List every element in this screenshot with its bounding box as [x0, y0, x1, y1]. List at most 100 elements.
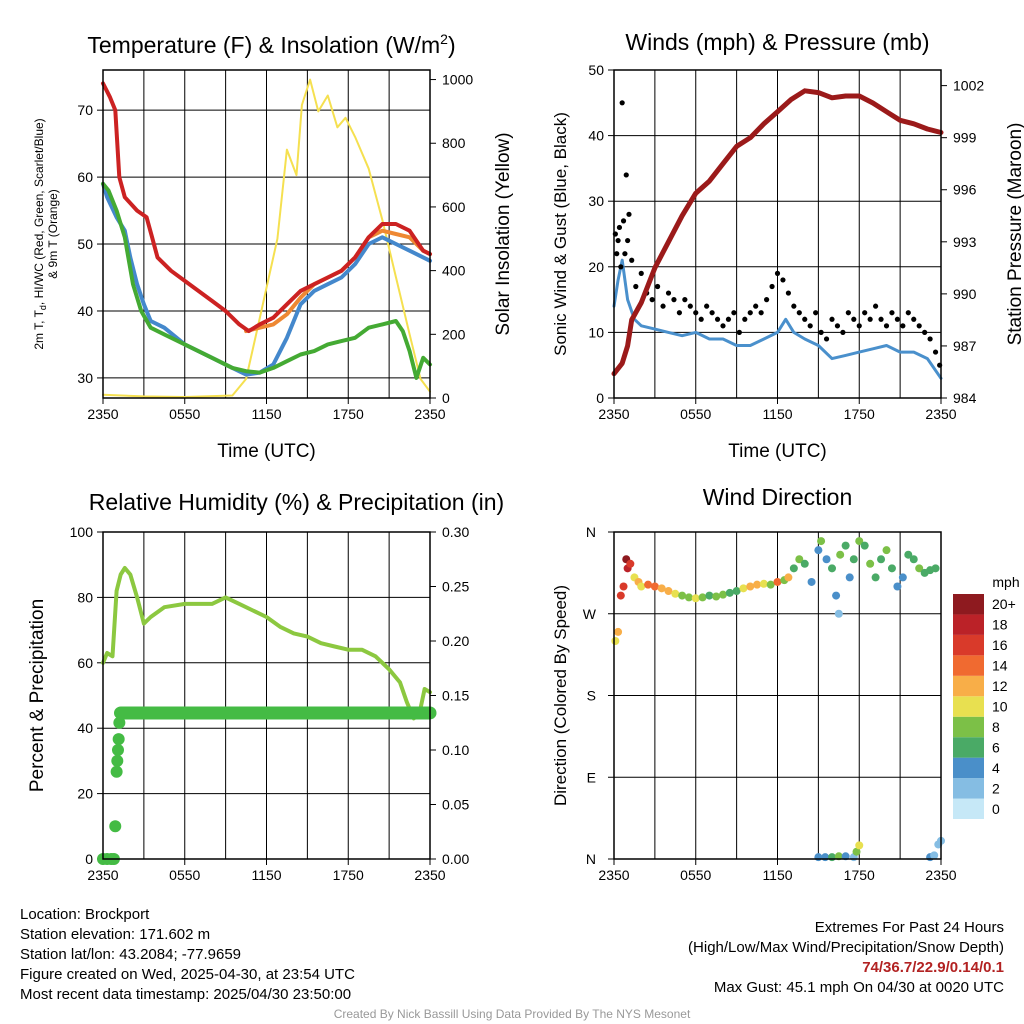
- y-tick-label: 0: [85, 851, 93, 867]
- direction-point: [855, 537, 864, 546]
- gust-point: [655, 283, 661, 290]
- legend-swatch: [953, 634, 984, 656]
- precip-point: [110, 765, 123, 778]
- direction-point: [855, 841, 864, 850]
- legend-swatch: [953, 614, 984, 635]
- direction-point: [691, 594, 700, 603]
- gust-point: [807, 323, 813, 329]
- gust-point: [932, 349, 939, 355]
- direction-point: [657, 584, 666, 593]
- gust-point: [894, 316, 901, 322]
- y2-axis-label: Station Pressure (Maroon): [1005, 123, 1024, 346]
- x-tick-label: 1750: [844, 406, 875, 422]
- y2-tick-label: 400: [442, 263, 466, 279]
- y-tick-label: W: [583, 606, 597, 622]
- y2-tick-label: 1000: [442, 72, 473, 88]
- extremes-subtitle: (High/Low/Max Wind/Precipitation/Snow De…: [688, 939, 1004, 956]
- gust-point: [840, 329, 846, 335]
- y2-tick-label: 0.00: [442, 851, 469, 867]
- y2-tick-label: 999: [953, 130, 977, 146]
- chart-title: Temperature (F) & Insolation (W/m2): [87, 31, 455, 58]
- y2-axis-label: Solar Insolation (Yellow): [493, 132, 514, 335]
- y-tick-label: 100: [70, 524, 94, 540]
- gust-point: [764, 297, 770, 303]
- x-tick-label: 1150: [762, 406, 792, 422]
- legend-label: 18: [992, 617, 1008, 633]
- plot-border: [102, 531, 431, 860]
- direction-point: [753, 580, 762, 589]
- gust-point: [889, 310, 895, 316]
- title-text: Temperature (F) & Insolation (W/m: [87, 32, 440, 58]
- direction-point: [650, 582, 659, 591]
- x-tick-label: 2350: [925, 406, 956, 422]
- x-tick-label: 2350: [925, 867, 956, 883]
- gust-point: [671, 297, 677, 303]
- chart-title: Relative Humidity (%) & Precipitation (i…: [89, 489, 504, 515]
- legend-label: 2: [992, 780, 1000, 796]
- gust-point: [911, 316, 917, 322]
- gust-point: [753, 303, 759, 309]
- y2-tick-label: 200: [442, 326, 466, 342]
- gust-point: [625, 237, 631, 244]
- precip-point: [111, 744, 124, 756]
- legend-swatch: [953, 798, 984, 819]
- legend-swatch: [953, 737, 984, 758]
- y-tick-label: 30: [588, 193, 604, 209]
- plot-border: [613, 69, 942, 399]
- gust-point: [747, 310, 753, 316]
- temperature-panel: 2350 0550 1150 1750 2350 30 40 50 60 70 0 200 400 600…: [32, 31, 514, 462]
- direction-point: [611, 637, 620, 645]
- gust-point: [818, 329, 824, 335]
- y2-tick-label: 0.20: [442, 633, 469, 649]
- direction-point: [841, 541, 850, 550]
- gust-point: [693, 310, 699, 316]
- y-tick-label: 30: [77, 370, 93, 386]
- direction-point: [719, 590, 727, 599]
- x-tick-label: 1750: [333, 867, 364, 883]
- gust-point: [649, 297, 655, 303]
- temp-line: [101, 81, 432, 334]
- gust-point: [614, 251, 620, 257]
- gust-point: [916, 323, 922, 329]
- gust-point: [791, 303, 797, 309]
- y-tick-label: 50: [77, 236, 93, 252]
- direction-point: [789, 564, 798, 573]
- gust-point: [829, 316, 835, 322]
- gust-point: [856, 323, 862, 329]
- y2-tick-label: 996: [953, 182, 977, 198]
- direction-point: [898, 573, 907, 582]
- direction-point: [800, 559, 809, 568]
- gust-point: [731, 310, 737, 316]
- x-tick-label: 1150: [762, 867, 792, 883]
- direction-point: [817, 537, 826, 546]
- y2-tick-label: 1002: [953, 78, 984, 94]
- y2-tick-label: 800: [442, 135, 466, 151]
- direction-point: [807, 577, 816, 586]
- y2-tick-label: 987: [953, 338, 977, 354]
- gust-point: [622, 251, 628, 257]
- direction-point: [828, 564, 836, 573]
- y-axis-label: Sonic Wind & Gust (Blue, Black): [551, 112, 570, 356]
- legend-label: 4: [992, 760, 1000, 776]
- direction-point: [619, 582, 628, 591]
- direction-point: [766, 580, 775, 589]
- latlon-text: Station lat/lon: 43.2084; -77.9659: [20, 946, 242, 963]
- y-tick-label: 70: [77, 102, 93, 118]
- y-tick-label: 40: [77, 303, 93, 319]
- recent-data-text: Most recent data timestamp: 2025/04/30 2…: [20, 986, 352, 1003]
- direction-point: [871, 573, 880, 582]
- direction-point: [822, 555, 831, 564]
- legend-label: 6: [992, 739, 1000, 755]
- gust-point: [660, 303, 666, 309]
- legend-label: 14: [992, 658, 1008, 674]
- y-axis-label: 2m T, Td, HI/WC (Red, Green, Scarlet/Blu…: [32, 118, 48, 349]
- x-tick-label: 2350: [598, 867, 629, 883]
- direction-point: [904, 550, 913, 559]
- humidity-panel: 2350 0550 1150 1750 23500204060801000.000.05…: [27, 489, 504, 883]
- extremes-values: 74/36.7/22.9/0.14/0.1: [862, 959, 1004, 976]
- direction-point: [773, 577, 782, 586]
- y2-tick-label: 984: [953, 390, 977, 406]
- chart-title: Wind Direction: [703, 484, 853, 510]
